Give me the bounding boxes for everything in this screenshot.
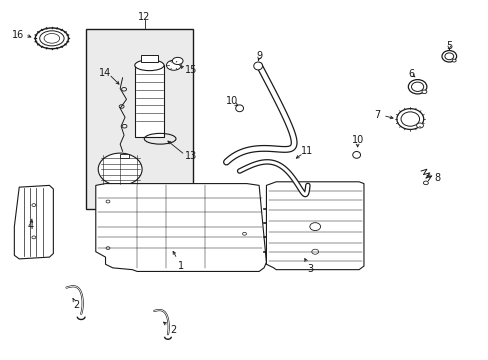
Ellipse shape (309, 223, 320, 230)
Text: 6: 6 (407, 69, 413, 79)
Ellipse shape (172, 57, 183, 64)
Bar (135, 65, 163, 137)
Ellipse shape (98, 153, 142, 185)
Text: 4: 4 (28, 221, 34, 230)
Text: 2: 2 (73, 300, 79, 310)
Text: 14: 14 (99, 68, 111, 78)
Ellipse shape (416, 123, 423, 128)
Polygon shape (96, 184, 266, 271)
Ellipse shape (352, 152, 360, 158)
Text: 11: 11 (300, 146, 312, 156)
Text: 3: 3 (306, 264, 313, 274)
Text: 8: 8 (434, 173, 440, 183)
Text: 2: 2 (170, 325, 176, 335)
Text: 15: 15 (184, 64, 197, 75)
Ellipse shape (407, 80, 426, 94)
Polygon shape (266, 182, 363, 270)
Ellipse shape (421, 90, 426, 94)
Ellipse shape (235, 105, 243, 112)
Bar (120, 154, 129, 158)
Text: 10: 10 (351, 135, 363, 145)
Ellipse shape (396, 109, 423, 130)
Text: 12: 12 (138, 12, 150, 22)
Ellipse shape (35, 28, 68, 49)
Ellipse shape (166, 60, 181, 70)
Text: 7: 7 (374, 111, 380, 121)
Text: 9: 9 (256, 50, 262, 60)
Bar (86, 30, 193, 209)
Text: 13: 13 (184, 150, 197, 161)
Text: 10: 10 (225, 96, 238, 106)
Ellipse shape (253, 62, 262, 70)
Text: 1: 1 (178, 261, 184, 271)
Bar (141, 55, 158, 62)
Ellipse shape (451, 59, 455, 62)
Text: 16: 16 (12, 30, 24, 40)
Ellipse shape (441, 50, 456, 62)
Ellipse shape (135, 60, 163, 71)
Polygon shape (14, 185, 53, 259)
Text: 5: 5 (445, 41, 451, 50)
